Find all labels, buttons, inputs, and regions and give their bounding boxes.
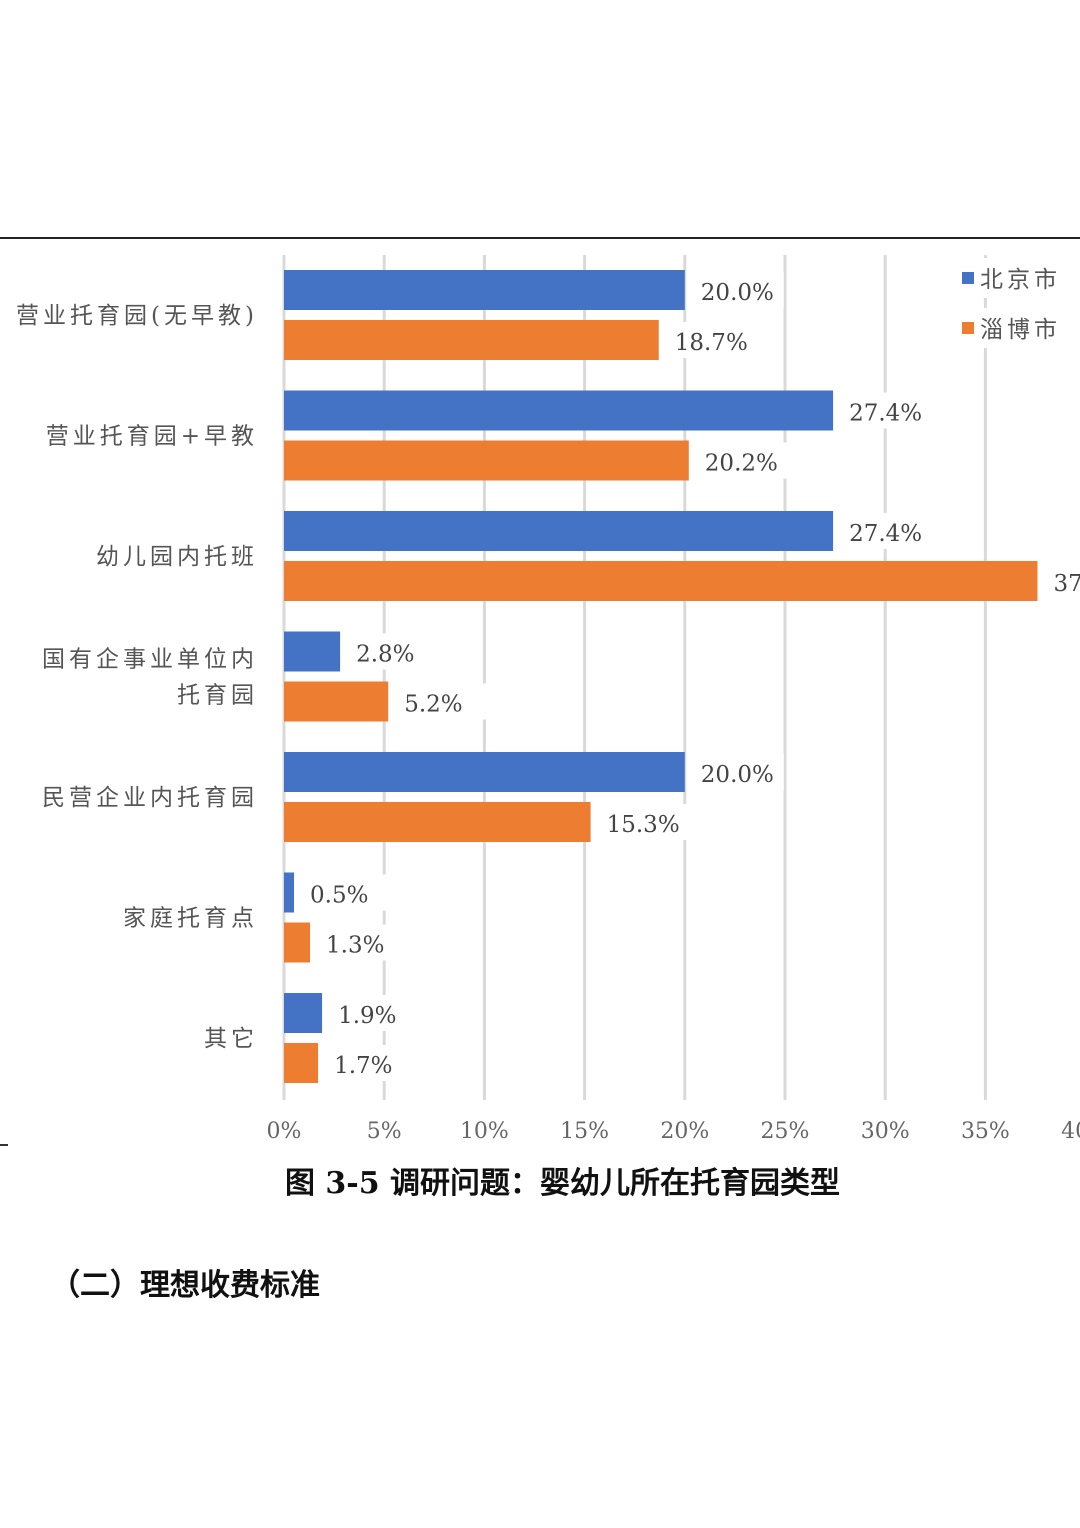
data-label: 1.3%: [326, 933, 384, 959]
data-label: 37.6%: [1054, 571, 1080, 597]
data-label: 20.0%: [701, 762, 774, 788]
top-rule: [0, 237, 1080, 239]
data-label: 20.0%: [701, 280, 774, 306]
category-label: 托育园: [177, 683, 258, 709]
x-tick-label: 40%: [1061, 1119, 1080, 1144]
data-label-bg: [322, 1045, 418, 1081]
legend-bg: [940, 308, 1020, 348]
category-label: 民营企业内托育园: [42, 785, 258, 811]
data-label-bg: [692, 442, 788, 479]
x-tick-label: 35%: [961, 1119, 1010, 1144]
data-label-bg: [344, 633, 440, 670]
data-label-bg: [688, 754, 784, 790]
data-label: 1.7%: [334, 1053, 392, 1079]
bar-beijing: [284, 270, 685, 310]
bar-beijing: [284, 993, 323, 1033]
bar-beijing: [284, 390, 834, 431]
data-label: 2.8%: [356, 642, 414, 668]
section-heading: （二）理想收费标准: [50, 1268, 320, 1303]
legend-swatch: [962, 272, 974, 284]
category-label: 国有企事业单位内: [42, 647, 258, 673]
category-label: 营业托育园(无早教): [16, 303, 258, 329]
x-tick-label: 10%: [460, 1119, 509, 1144]
data-label-bg: [1041, 563, 1080, 599]
bar-zibo: [284, 440, 689, 481]
bar-zibo: [284, 922, 311, 963]
bar-zibo: [284, 561, 1038, 601]
bar-beijing: [284, 631, 341, 672]
category-label: 其它: [204, 1026, 258, 1052]
category-label: 家庭托育点: [123, 906, 258, 932]
data-label: 18.7%: [675, 330, 748, 356]
data-label: 27.4%: [849, 521, 922, 547]
data-label: 1.9%: [338, 1003, 396, 1029]
data-label-bg: [326, 995, 422, 1031]
data-label-bg: [298, 874, 394, 911]
data-label-bg: [662, 322, 758, 358]
legend-label: 北京市: [980, 267, 1061, 293]
bar-zibo: [284, 320, 659, 360]
data-label-bg: [837, 513, 933, 549]
data-label-bg: [392, 683, 488, 720]
bar-beijing: [284, 872, 295, 913]
data-label-bg: [688, 272, 784, 308]
data-label: 27.4%: [849, 401, 922, 427]
bar-beijing: [284, 752, 685, 792]
figure-caption: 图 3-5 调研问题：婴幼儿所在托育园类型: [284, 1166, 841, 1201]
x-tick-label: 25%: [761, 1119, 810, 1144]
legend-label: 淄博市: [980, 317, 1061, 343]
data-label: 15.3%: [607, 812, 680, 838]
x-tick-label: 0%: [267, 1119, 302, 1144]
data-label: 20.2%: [705, 451, 778, 477]
legend-swatch: [962, 322, 974, 334]
bar-zibo: [284, 802, 591, 842]
bar-beijing: [284, 511, 834, 551]
category-label: 幼儿园内托班: [96, 544, 258, 570]
bar-chart: 0% 5% 10% 15% 20% 25% 30% 35% 40% 20.0% 18.7% 营业托育园…: [0, 255, 1080, 1146]
category-label: 营业托育园+早教: [46, 424, 258, 450]
bar-zibo: [284, 1043, 319, 1083]
bar-zibo: [284, 681, 389, 722]
data-label: 5.2%: [404, 692, 462, 718]
data-label-bg: [837, 392, 933, 429]
data-label-bg: [314, 924, 410, 961]
x-tick-label: 30%: [861, 1119, 910, 1144]
x-tick-label: 5%: [367, 1119, 402, 1144]
x-tick-label: 20%: [660, 1119, 709, 1144]
data-label-bg: [594, 804, 690, 840]
legend-bg: [940, 258, 1020, 298]
data-label: 0.5%: [310, 883, 368, 909]
x-tick-label: 15%: [560, 1119, 609, 1144]
